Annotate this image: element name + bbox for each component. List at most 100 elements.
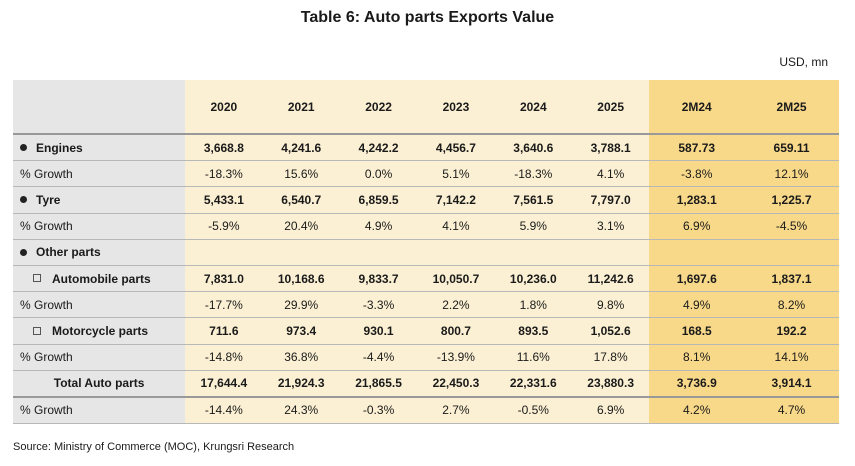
- unit-label: USD, mn: [779, 55, 828, 69]
- table-title: Table 6: Auto parts Exports Value: [300, 9, 555, 26]
- cell: -3.3%: [339, 291, 418, 319]
- cell: 21,924.3: [262, 370, 340, 398]
- cell: 10,168.6: [262, 265, 340, 293]
- cell: -4.5%: [744, 213, 839, 240]
- cell: 4,241.6: [262, 133, 340, 162]
- cell: [494, 239, 572, 266]
- cell: 22,331.6: [494, 370, 572, 398]
- cell: 6.9%: [571, 396, 650, 425]
- square-bullet-icon: [33, 326, 41, 335]
- header-cell: 2022: [339, 80, 418, 135]
- header-row: 2020 2021 2022 2023 2024 2025 2M24 2M25: [13, 80, 839, 135]
- bullet-icon: [20, 248, 27, 256]
- cell: 4.2%: [649, 396, 745, 425]
- cell: 0.0%: [339, 160, 418, 188]
- header-cell: 2M24: [649, 80, 745, 135]
- cell: 36.8%: [262, 344, 340, 371]
- cell: -18.3%: [185, 160, 263, 188]
- row-label: % Growth: [13, 213, 186, 240]
- row-label: Automobile parts: [13, 265, 186, 293]
- header-cell: 2021: [262, 80, 340, 135]
- row-label: Tyre: [13, 186, 186, 214]
- cell: 7,831.0: [185, 265, 263, 293]
- row-label: Engines: [13, 133, 186, 162]
- cell: 7,797.0: [571, 186, 650, 214]
- header-cell: 2M25: [744, 80, 839, 135]
- cell: -0.3%: [339, 396, 418, 425]
- cell: -13.9%: [417, 344, 495, 371]
- cell: [649, 239, 745, 266]
- cell: 4.9%: [339, 213, 418, 240]
- cell: 893.5: [494, 317, 572, 345]
- cell: 4.1%: [571, 160, 650, 188]
- row-label: % Growth: [13, 344, 186, 371]
- cell: 800.7: [417, 317, 495, 345]
- cell: 3,640.6: [494, 133, 572, 162]
- cell: 20.4%: [262, 213, 340, 240]
- table-row: % Growth -18.3% 15.6% 0.0% 5.1% -18.3% 4…: [13, 160, 839, 188]
- cell: 24.3%: [262, 396, 340, 425]
- cell: 2.7%: [417, 396, 495, 425]
- cell: 4,242.2: [339, 133, 418, 162]
- cell: 1,697.6: [649, 265, 745, 293]
- table-row: Motorcycle parts 711.6 973.4 930.1 800.7…: [13, 317, 839, 345]
- cell: 11.6%: [494, 344, 572, 371]
- cell: 4.7%: [744, 396, 839, 425]
- cell: -14.8%: [185, 344, 263, 371]
- cell: -3.8%: [649, 160, 745, 188]
- cell: 192.2: [744, 317, 839, 345]
- cell: [417, 239, 495, 266]
- cell: 8.2%: [744, 291, 839, 319]
- exports-table: 2020 2021 2022 2023 2024 2025 2M24 2M25 …: [13, 80, 839, 425]
- cell: 3,736.9: [649, 370, 745, 398]
- cell: [571, 239, 650, 266]
- cell: 3,668.8: [185, 133, 263, 162]
- cell: 3.1%: [571, 213, 650, 240]
- cell: 1,837.1: [744, 265, 839, 293]
- cell: 1,052.6: [571, 317, 650, 345]
- cell: 15.6%: [262, 160, 340, 188]
- cell: 9,833.7: [339, 265, 418, 293]
- cell: [262, 239, 340, 266]
- row-label: Motorcycle parts: [13, 317, 186, 345]
- cell: 11,242.6: [571, 265, 650, 293]
- row-label: % Growth: [13, 160, 186, 188]
- cell: 168.5: [649, 317, 745, 345]
- header-cell: 2024: [494, 80, 572, 135]
- cell: 930.1: [339, 317, 418, 345]
- header-cell: 2025: [571, 80, 650, 135]
- cell: [185, 239, 263, 266]
- table-row: Automobile parts 7,831.0 10,168.6 9,833.…: [13, 265, 839, 293]
- table-row: Tyre 5,433.1 6,540.7 6,859.5 7,142.2 7,5…: [13, 186, 839, 214]
- cell: 17,644.4: [185, 370, 263, 398]
- cell: 7,561.5: [494, 186, 572, 214]
- row-label: Other parts: [13, 239, 186, 266]
- cell: 23,880.3: [571, 370, 650, 398]
- table-row: Other parts: [13, 239, 839, 266]
- row-label: Total Auto parts: [13, 370, 186, 398]
- cell: 12.1%: [744, 160, 839, 188]
- cell: 10,050.7: [417, 265, 495, 293]
- table-row: % Growth -5.9% 20.4% 4.9% 4.1% 5.9% 3.1%…: [13, 213, 839, 240]
- cell: 5.1%: [417, 160, 495, 188]
- cell: 10,236.0: [494, 265, 572, 293]
- cell: 6,859.5: [339, 186, 418, 214]
- cell: 29.9%: [262, 291, 340, 319]
- cell: -14.4%: [185, 396, 263, 425]
- cell: -4.4%: [339, 344, 418, 371]
- cell: 1,225.7: [744, 186, 839, 214]
- cell: 22,450.3: [417, 370, 495, 398]
- cell: 659.11: [744, 133, 839, 162]
- bullet-icon: [20, 196, 27, 204]
- cell: 14.1%: [744, 344, 839, 371]
- table-row: % Growth -14.4% 24.3% -0.3% 2.7% -0.5% 6…: [13, 396, 839, 425]
- cell: -18.3%: [494, 160, 572, 188]
- cell: 711.6: [185, 317, 263, 345]
- cell: 3,788.1: [571, 133, 650, 162]
- header-corner: [13, 80, 186, 135]
- table-row-total: Total Auto parts 17,644.4 21,924.3 21,86…: [13, 370, 839, 398]
- cell: 5,433.1: [185, 186, 263, 214]
- cell: 1,283.1: [649, 186, 745, 214]
- cell: 2.2%: [417, 291, 495, 319]
- cell: 9.8%: [571, 291, 650, 319]
